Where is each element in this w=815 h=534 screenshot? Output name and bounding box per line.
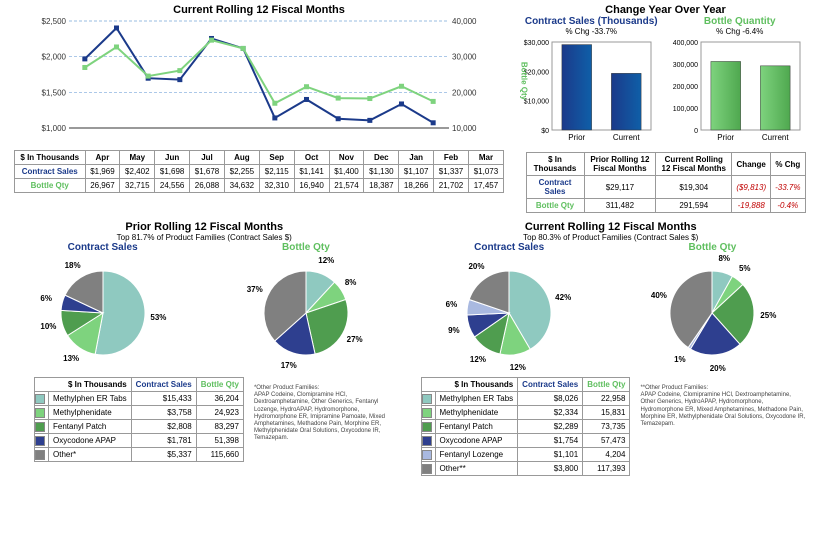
svg-text:20,000: 20,000: [452, 88, 477, 97]
pie-slice-label: 8%: [718, 254, 730, 263]
rolling-12-title: Current Rolling 12 Fiscal Months: [4, 4, 514, 16]
svg-text:10,000: 10,000: [452, 124, 477, 133]
line-chart: $1,000 $1,500 $2,000 $2,500 10,000 20,000 30,0…: [34, 16, 484, 146]
yoy-panel: Change Year Over Year Contract Sales (Th…: [520, 4, 811, 213]
current-pie-contract: 42% 12% 12% 9% 6% 20%: [419, 253, 599, 373]
prior-table: $ In ThousandsContract SalesBottle QtyMe…: [34, 377, 244, 462]
prior-pie-contract-box: Contract Sales 53% 13% 10% 6% 18%: [4, 242, 201, 373]
pie-slice-label: 42%: [555, 293, 571, 302]
pie-slice-label: 27%: [347, 335, 363, 344]
svg-text:300,000: 300,000: [672, 62, 697, 69]
current-sub: Top 80.3% of Product Families (Contract …: [411, 233, 812, 242]
svg-text:$2,500: $2,500: [42, 17, 67, 26]
prior-panel: Prior Rolling 12 Fiscal Months Top 81.7%…: [4, 221, 405, 476]
pie-slice-label: 20%: [468, 262, 484, 271]
svg-text:Prior: Prior: [717, 133, 734, 142]
current-pie-contract-box: Contract Sales 42% 12% 12% 9% 6% 20%: [411, 242, 608, 373]
pie-slice-label: 17%: [281, 361, 297, 370]
pie-slice-label: 40%: [651, 291, 667, 300]
current-pie-bottle-label: Bottle Qty: [614, 242, 811, 253]
svg-text:$2,000: $2,000: [42, 53, 67, 62]
top-row: Current Rolling 12 Fiscal Months Contrac…: [4, 4, 811, 213]
svg-text:$1,500: $1,500: [42, 88, 67, 97]
pie-slice-label: 6%: [446, 300, 458, 309]
current-footnote: **Other Product Families: APAP Codeine, …: [636, 377, 811, 436]
prior-pie-bottle-label: Bottle Qty: [207, 242, 404, 253]
current-table: $ In ThousandsContract SalesBottle QtyMe…: [421, 377, 631, 476]
prior-footnote: *Other Product Families: APAP Codeine, C…: [250, 377, 405, 451]
y-right-axis-label: Bottle Qty: [520, 62, 529, 100]
pie-slice-label: 6%: [40, 294, 52, 303]
svg-text:$0: $0: [541, 128, 549, 135]
pie-slice-label: 25%: [760, 311, 776, 320]
bottom-row: Prior Rolling 12 Fiscal Months Top 81.7%…: [4, 221, 811, 476]
pie-slice-label: 1%: [674, 355, 686, 364]
svg-text:30,000: 30,000: [452, 53, 477, 62]
pie-slice-label: 37%: [247, 285, 263, 294]
yoy-contract-chart-box: Contract Sales (Thousands) % Chg -33.7% …: [520, 16, 663, 148]
current-panel: Current Rolling 12 Fiscal Months Top 80.…: [411, 221, 812, 476]
pie-slice-label: 13%: [63, 354, 79, 363]
yoy-contract-bars: $0$10,000$20,000$30,000PriorCurrent: [520, 36, 655, 146]
pie-slice-label: 5%: [739, 264, 751, 273]
pie-slice-label: 20%: [710, 364, 726, 373]
yoy-bottle-bars: 0 100,000 200,000 300,000 400,000 Prior Curren…: [669, 36, 804, 146]
pie-slice-label: 8%: [345, 278, 357, 287]
prior-pie-contract: 53% 13% 10% 6% 18%: [13, 253, 193, 373]
pie-slice-label: 12%: [510, 363, 526, 372]
svg-text:Current: Current: [761, 133, 788, 142]
svg-text:100,000: 100,000: [672, 106, 697, 113]
current-pie-bottle-box: Bottle Qty 8% 5% 25% 20% 1% 40%: [614, 242, 811, 373]
yoy-title: Change Year Over Year: [520, 4, 811, 16]
yoy-table: $ In ThousandsPrior Rolling 12 Fiscal Mo…: [526, 152, 806, 213]
svg-text:400,000: 400,000: [672, 40, 697, 47]
svg-text:0: 0: [694, 128, 698, 135]
prior-sub: Top 81.7% of Product Families (Contract …: [4, 233, 405, 242]
pie-slice-label: 10%: [40, 322, 56, 331]
svg-text:200,000: 200,000: [672, 84, 697, 91]
pie-slice-label: 18%: [65, 261, 81, 270]
yoy-contract-pct: % Chg -33.7%: [520, 27, 663, 36]
pie-slice-label: 12%: [318, 256, 334, 265]
svg-text:$1,000: $1,000: [42, 124, 67, 133]
svg-text:40,000: 40,000: [452, 17, 477, 26]
pie-slice-label: 12%: [470, 355, 486, 364]
pie-slice-label: 9%: [448, 326, 460, 335]
yoy-bottle-pct: % Chg -6.4%: [669, 27, 812, 36]
yoy-bottle-chart-box: Bottle Quantity % Chg -6.4% 0 100,000 200,…: [669, 16, 812, 148]
current-title: Current Rolling 12 Fiscal Months: [411, 221, 812, 233]
prior-pie-contract-label: Contract Sales: [4, 242, 201, 253]
prior-title: Prior Rolling 12 Fiscal Months: [4, 221, 405, 233]
current-pie-bottle: 8% 5% 25% 20% 1% 40%: [622, 253, 802, 373]
current-pie-contract-label: Contract Sales: [411, 242, 608, 253]
rolling-12-panel: Current Rolling 12 Fiscal Months Contrac…: [4, 4, 514, 213]
yoy-bottle-label: Bottle Quantity: [669, 16, 812, 27]
prior-pie-bottle: 12% 8% 27% 17% 37%: [216, 253, 396, 373]
prior-pie-bottle-box: Bottle Qty 12% 8% 27% 17% 37%: [207, 242, 404, 373]
yoy-contract-label: Contract Sales (Thousands): [520, 16, 663, 27]
svg-text:Current: Current: [613, 133, 640, 142]
rolling-12-table: $ In ThousandsAprMayJunJulAugSepOctNovDe…: [14, 150, 504, 193]
svg-text:$30,000: $30,000: [524, 40, 549, 47]
svg-text:Prior: Prior: [568, 133, 585, 142]
pie-slice-label: 53%: [150, 313, 166, 322]
